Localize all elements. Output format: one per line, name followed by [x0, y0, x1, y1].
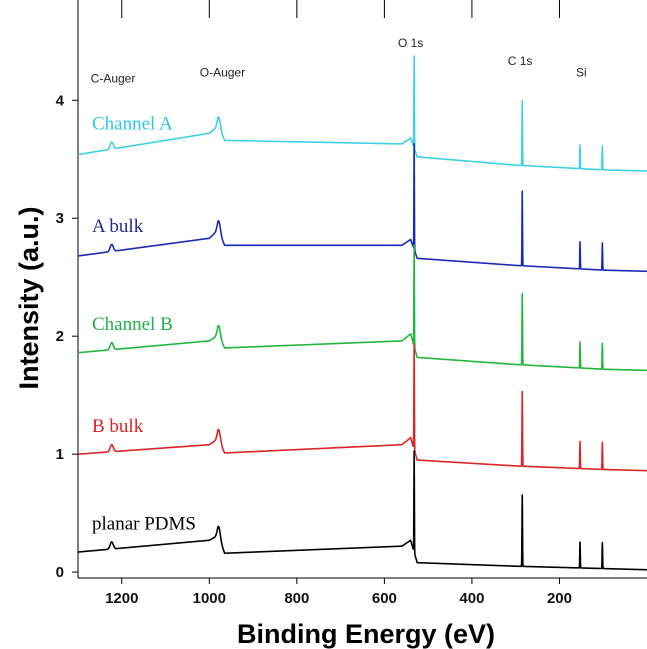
- y-tick-label: 4: [56, 92, 65, 109]
- peak-label: C 1s: [508, 54, 533, 68]
- x-tick-label: 1000: [193, 590, 226, 607]
- peak-label: O 1s: [398, 36, 423, 50]
- series-layer: [77, 55, 647, 571]
- peak-label: O-Auger: [200, 66, 245, 80]
- series-line-planar-pdms: [77, 450, 647, 571]
- y-tick-label: 0: [56, 564, 64, 581]
- series-label: A bulk: [92, 216, 144, 237]
- series-label: Channel B: [92, 314, 173, 335]
- series-line-b-bulk: [77, 342, 647, 472]
- peak-label: Si: [576, 66, 587, 80]
- series-line-channel-b: [77, 244, 647, 372]
- peak-label: C-Auger: [91, 72, 136, 86]
- x-tick-label: 600: [372, 590, 397, 607]
- labels-layer: Channel A A bulk Channel B B bulk planar PDM…: [91, 36, 587, 534]
- x-tick-label: 400: [459, 590, 484, 607]
- y-tick-label: 1: [56, 446, 64, 463]
- y-tick-label: 2: [56, 328, 64, 345]
- ticks-layer: 1200 1000 800 600 400 200 0 1 2 3 4: [56, 0, 572, 607]
- series-line-channel-a: [77, 55, 647, 172]
- x-tick-label: 1200: [105, 590, 138, 607]
- series-label: B bulk: [92, 416, 144, 437]
- series-line-a-bulk: [77, 142, 647, 273]
- y-tick-label: 3: [56, 210, 64, 227]
- x-tick-label: 200: [547, 590, 572, 607]
- series-label: Channel A: [92, 114, 173, 135]
- plot-frame: [77, 0, 647, 579]
- series-label: planar PDMS: [92, 513, 196, 534]
- y-axis-title: Intensity (a.u.): [14, 206, 44, 389]
- x-axis-title: Binding Energy (eV): [237, 619, 495, 649]
- x-tick-label: 800: [284, 590, 309, 607]
